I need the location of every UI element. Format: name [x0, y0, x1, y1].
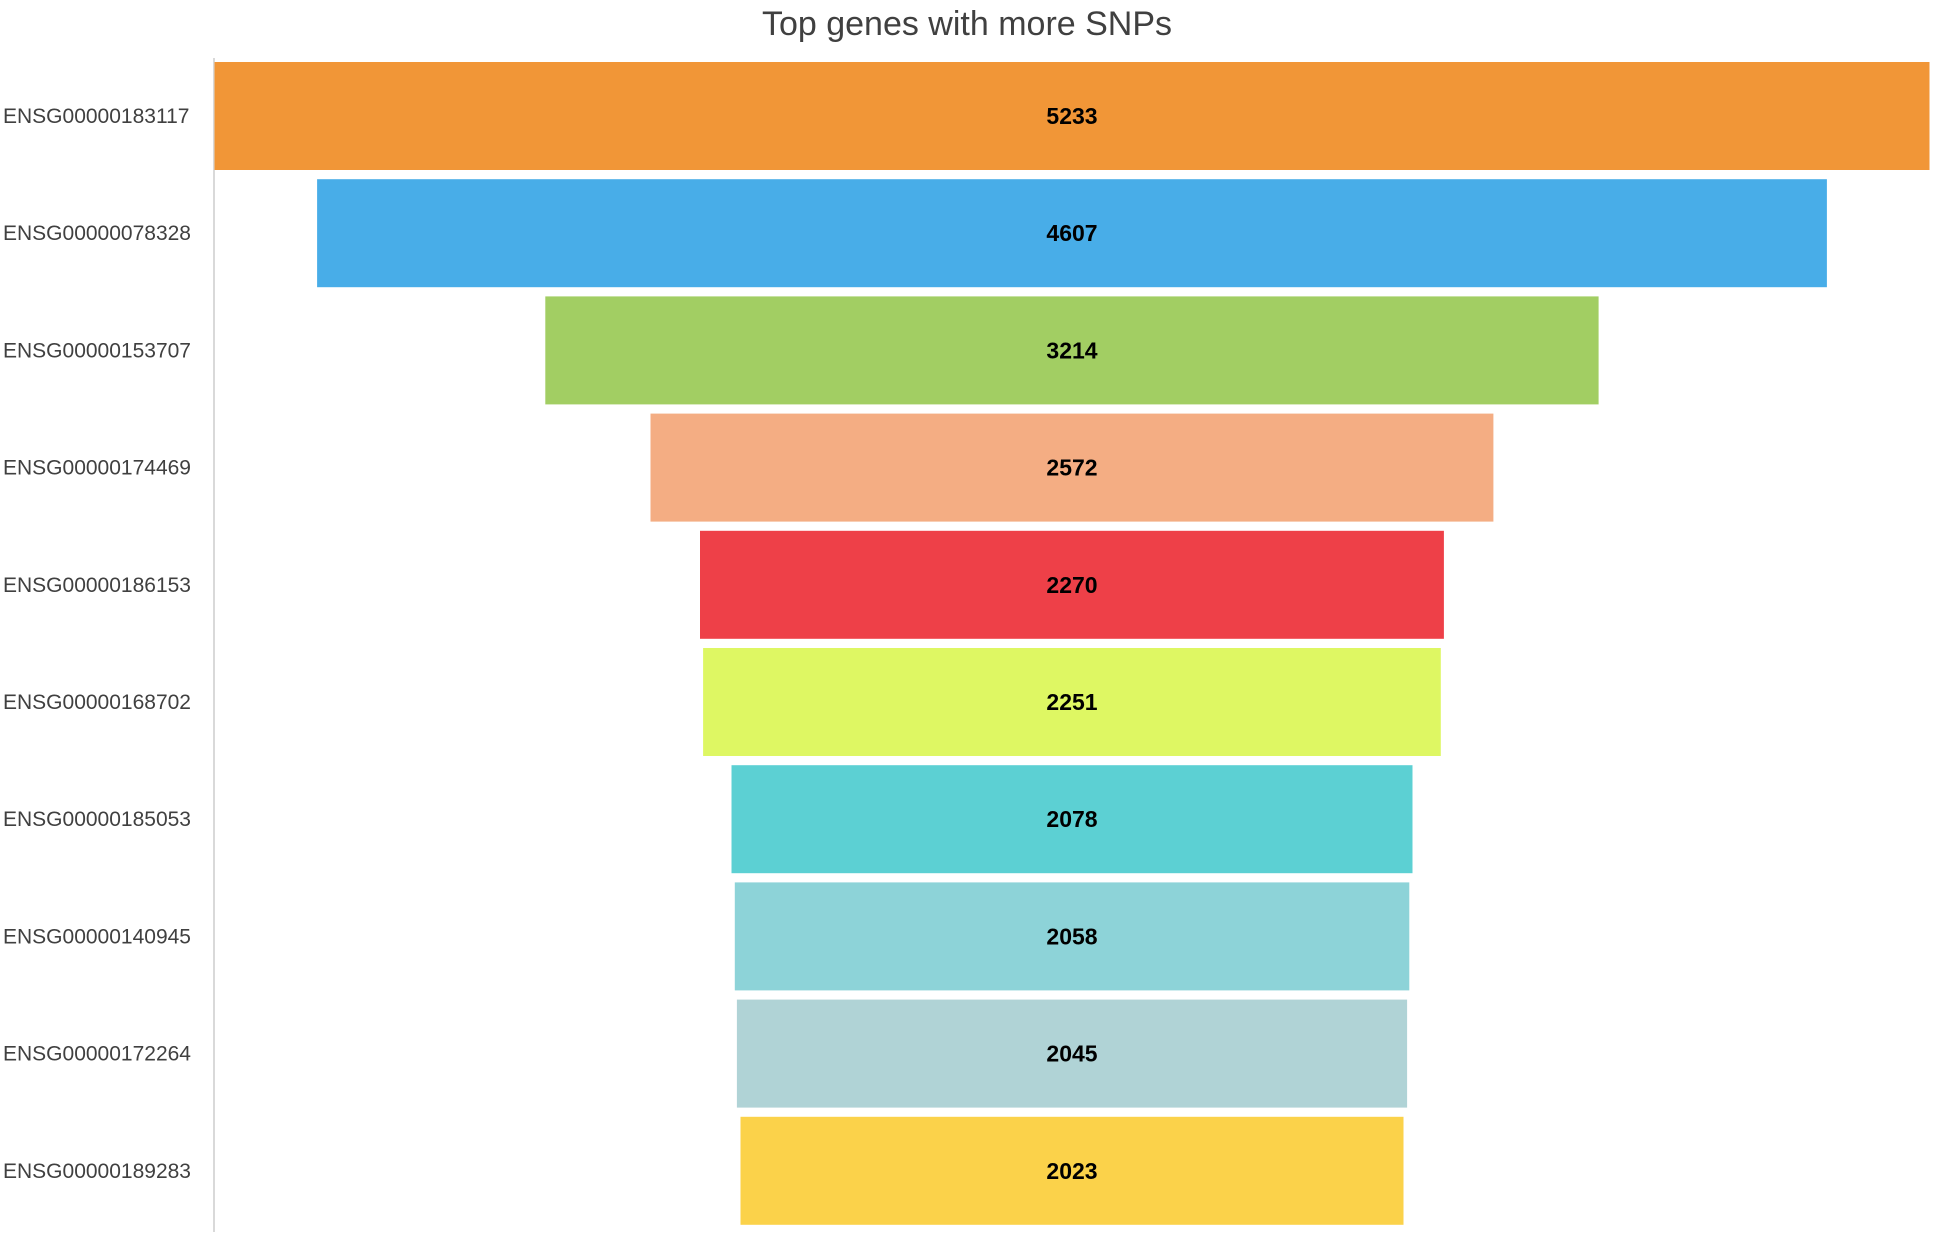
funnel-bar: [650, 413, 1494, 522]
category-label: ENSG00000078328: [3, 222, 191, 245]
category-label: ENSG00000172264: [3, 1043, 191, 1066]
data-label: 2572: [1046, 455, 1097, 481]
funnel-bar: [740, 1116, 1404, 1225]
category-label: ENSG00000168702: [3, 691, 191, 714]
data-label: 2078: [1046, 806, 1097, 832]
data-label: 2023: [1046, 1158, 1097, 1184]
bars-layer: [214, 62, 1930, 1225]
funnel-bar: [736, 999, 1408, 1108]
funnel-bar: [700, 530, 1444, 639]
data-label: 4607: [1046, 220, 1097, 246]
category-label: ENSG00000189283: [3, 1160, 191, 1183]
funnel-bar: [703, 648, 1441, 756]
data-label: 3214: [1046, 337, 1097, 363]
category-labels-layer: ENSG00000183117 ENSG00000078328 ENSG000001…: [3, 105, 191, 1183]
funnel-bar: [731, 765, 1413, 874]
category-label: ENSG00000140945: [3, 925, 191, 948]
category-label: ENSG00000185053: [3, 808, 191, 831]
funnel-bar: [317, 179, 1827, 288]
category-label: ENSG00000174469: [3, 457, 191, 480]
funnel-bar: [734, 882, 1410, 991]
data-label: 2251: [1046, 689, 1097, 715]
category-label: ENSG00000186153: [3, 574, 191, 597]
funnel-bar: [214, 62, 1930, 170]
category-label: ENSG00000183117: [3, 105, 189, 128]
data-label: 2058: [1046, 923, 1097, 949]
data-label: 5233: [1046, 103, 1097, 129]
category-label: ENSG00000153707: [3, 339, 191, 362]
data-label: 2270: [1046, 572, 1097, 598]
chart-title: Top genes with more SNPs: [762, 5, 1172, 43]
data-labels-layer: 5233 4607 3214 2572 2270 2251 2078 2058 2045 2023: [1046, 103, 1097, 1184]
data-label: 2045: [1046, 1041, 1097, 1067]
funnel-bar: [545, 296, 1599, 405]
